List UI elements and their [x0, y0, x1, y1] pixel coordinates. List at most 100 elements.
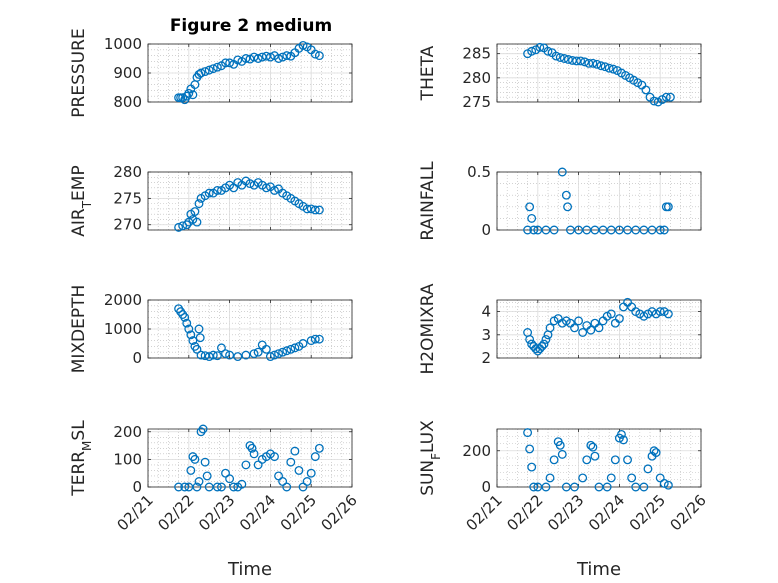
- data-point: [225, 58, 235, 68]
- data-point: [574, 316, 584, 326]
- data-point: [186, 330, 196, 340]
- data-point: [261, 344, 271, 354]
- x-tick-label: 02/21: [114, 491, 157, 534]
- data-point: [188, 452, 198, 462]
- data-point: [539, 339, 549, 349]
- data-point: [249, 449, 259, 459]
- data-point: [586, 440, 596, 450]
- data-point: [233, 55, 243, 65]
- y-tick-label: 275: [113, 189, 142, 207]
- data-point: [310, 49, 320, 59]
- data-point: [270, 186, 279, 195]
- data-point: [212, 186, 222, 195]
- data-point: [606, 473, 616, 483]
- axes-box: [496, 299, 702, 359]
- data-point: [608, 64, 618, 74]
- data-point: [265, 52, 275, 62]
- data-point: [643, 464, 653, 474]
- data-point: [245, 179, 255, 189]
- data-point: [241, 350, 251, 360]
- data-point: [298, 339, 308, 348]
- data-point: [659, 478, 669, 488]
- y-tick-label: 100: [113, 450, 142, 468]
- subplot-air-temp: 270 275 280 AIRTEMP: [69, 163, 353, 237]
- data-point: [188, 336, 198, 346]
- x-tick-label: 02/23: [544, 491, 587, 534]
- data-point: [661, 92, 671, 102]
- data-point: [549, 225, 559, 235]
- x-axis-label: Time: [576, 559, 621, 580]
- x-tick-label: 02/26: [318, 491, 361, 534]
- data-point: [314, 443, 324, 453]
- y-axis-label: RAINFALL: [418, 161, 438, 241]
- data-point: [298, 41, 308, 50]
- data-point: [196, 427, 206, 437]
- x-tick-label: 02/26: [667, 491, 710, 534]
- data-point: [196, 350, 206, 360]
- data-point: [588, 58, 598, 68]
- data-point: [186, 465, 196, 475]
- data-point: [555, 53, 565, 62]
- data-point: [196, 68, 206, 78]
- data-point: [655, 225, 665, 235]
- data-point: [208, 64, 218, 74]
- data-point: [221, 58, 230, 68]
- data-point: [282, 482, 292, 492]
- data-point: [525, 202, 535, 212]
- series-points: [523, 297, 673, 356]
- series-points: [523, 42, 675, 107]
- data-point: [529, 225, 539, 235]
- y-tick-label: 900: [113, 64, 142, 82]
- y-tick-label: 270: [113, 216, 142, 234]
- data-point: [241, 54, 251, 63]
- data-point: [616, 429, 626, 439]
- data-point: [190, 207, 200, 216]
- data-point: [655, 307, 665, 317]
- data-point: [200, 457, 210, 467]
- data-point: [570, 323, 579, 333]
- data-point: [310, 452, 320, 462]
- series-points: [174, 304, 324, 361]
- data-point: [525, 334, 535, 344]
- data-point: [523, 225, 533, 235]
- data-point: [174, 482, 184, 492]
- data-point: [610, 455, 620, 465]
- data-point: [229, 482, 239, 492]
- data-point: [627, 473, 637, 483]
- y-tick-label: 0: [481, 478, 491, 496]
- data-point: [270, 452, 279, 462]
- x-tick-label: 02/25: [626, 491, 669, 534]
- data-point: [541, 334, 551, 344]
- data-point: [192, 482, 202, 492]
- data-point: [570, 482, 579, 492]
- data-point: [182, 318, 192, 328]
- data-point: [596, 61, 606, 71]
- data-point: [551, 51, 561, 61]
- x-tick-label: 02/24: [585, 491, 628, 534]
- data-point: [245, 441, 255, 451]
- plot-area: [497, 172, 701, 230]
- subplot-rainfall: 0 0.5 RAINFALL: [418, 161, 702, 241]
- data-point: [314, 334, 324, 344]
- data-point: [188, 90, 198, 100]
- data-point: [202, 471, 212, 481]
- data-point: [306, 336, 316, 346]
- data-point: [665, 92, 675, 102]
- data-point: [282, 346, 292, 356]
- data-point: [294, 465, 304, 475]
- data-point: [290, 343, 300, 353]
- data-point: [306, 204, 316, 214]
- subplot-pressure: 800 900 1000 PRESSURE: [69, 28, 353, 118]
- series-points: [174, 424, 324, 492]
- data-point: [594, 323, 604, 333]
- data-point: [204, 188, 214, 198]
- data-point: [523, 428, 533, 438]
- data-point: [212, 62, 222, 72]
- axes-box: [496, 428, 702, 488]
- y-tick-label: 2000: [104, 291, 142, 309]
- data-point: [216, 343, 226, 353]
- data-point: [572, 56, 582, 66]
- subplot-mixdepth: 0 1000 2000 MIXDEPTH: [69, 285, 353, 373]
- data-point: [302, 477, 312, 486]
